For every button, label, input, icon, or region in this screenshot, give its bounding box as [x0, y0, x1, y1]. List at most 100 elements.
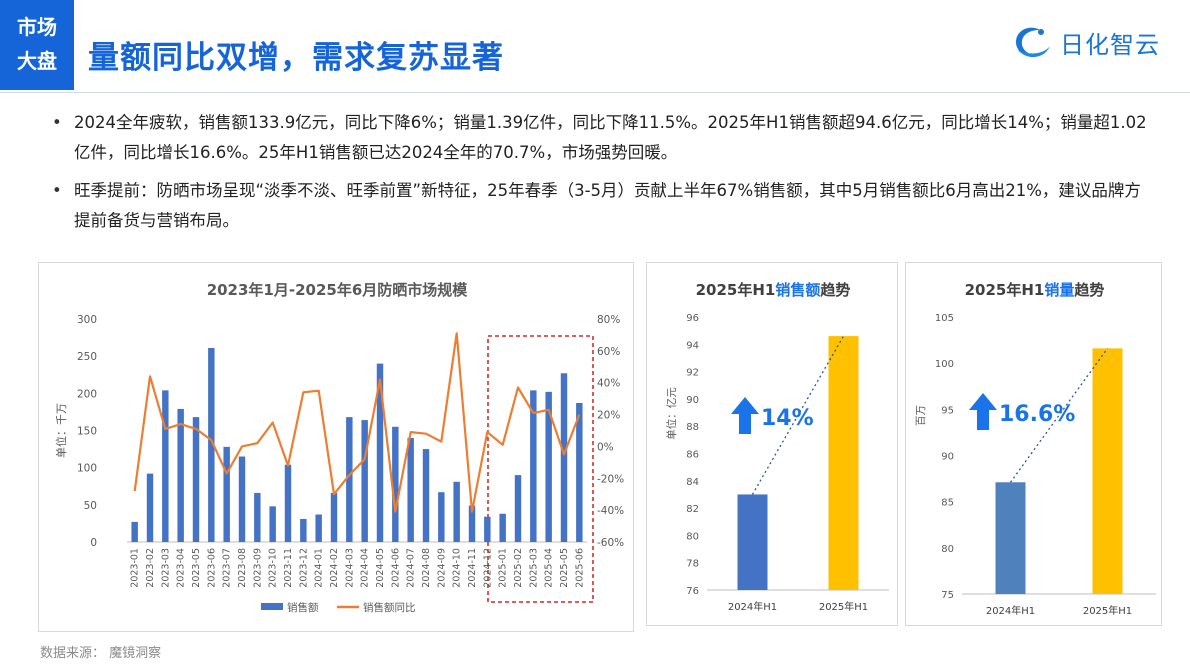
- x-tick-label: 2025-04: [544, 548, 555, 588]
- bar: [530, 390, 537, 542]
- bullet-text: 2024全年疲软，销售额133.9亿元，同比下降6%；销量1.39亿件，同比下降…: [74, 113, 1147, 162]
- y-tick-label: 78: [686, 559, 699, 570]
- line-series: [133, 332, 581, 513]
- growth-annotation: 16.6%: [999, 402, 1075, 427]
- bar: [828, 336, 859, 590]
- bar: [177, 408, 184, 542]
- y-tick-label: 92: [686, 368, 699, 379]
- x-tick-label: 2025-01: [498, 548, 509, 588]
- bullet-item: • 2024全年疲软，销售额133.9亿元，同比下降6%；销量1.39亿件，同比…: [52, 108, 1152, 168]
- x-tick-label: 2024年H1: [986, 604, 1035, 617]
- x-tick-label: 2024-03: [344, 548, 355, 588]
- bar: [346, 417, 353, 542]
- y-tick-label: 96: [686, 313, 699, 324]
- chart-title-part: 趋势: [820, 281, 850, 299]
- legend-label: 销售额: [287, 601, 319, 614]
- bar: [392, 426, 399, 542]
- bar: [514, 475, 522, 542]
- y2-tick-label: 0%: [597, 441, 614, 453]
- x-tick-label: 2023-08: [237, 548, 248, 588]
- bar: [737, 494, 768, 590]
- y-tick-label: 100: [77, 463, 97, 475]
- y-tick-label: 82: [686, 504, 699, 515]
- bar: [361, 420, 368, 542]
- bar: [131, 521, 138, 542]
- x-tick-label: 2023-07: [222, 548, 233, 588]
- brand-logo: 日化智云: [1010, 24, 1160, 60]
- x-tick-label: 2025年H1: [1083, 604, 1132, 617]
- x-tick-label: 2024-05: [375, 548, 386, 588]
- bar: [995, 482, 1026, 594]
- bar: [223, 446, 230, 542]
- y-tick-label: 75: [941, 590, 954, 601]
- x-tick-label: 2024-04: [360, 548, 371, 588]
- y-tick-label: 50: [84, 500, 97, 512]
- bar: [576, 402, 583, 542]
- bar: [545, 391, 552, 542]
- y-tick-label: 76: [686, 586, 699, 597]
- badge-line1: 市场: [17, 15, 57, 39]
- volume-trend-chart-panel: 2025年H1销量趋势 百万 75 80 85 90 95 100 105 2024年H1 2025…: [905, 262, 1162, 626]
- y-tick-label: 88: [686, 422, 699, 433]
- highlight-box: [487, 335, 594, 603]
- y2-tick-label: -20%: [597, 473, 624, 485]
- up-arrow-icon: [731, 397, 759, 434]
- y-tick-label: 86: [686, 450, 699, 461]
- y-tick-label: 200: [77, 388, 97, 400]
- x-tick-label: 2023-12: [298, 548, 309, 588]
- up-arrow-icon: [969, 393, 997, 430]
- bullet-text: 旺季提前：防晒市场呈现“淡季不淡、旺季前置”新特征，25年春季（3-5月）贡献上…: [74, 181, 1141, 230]
- bar: [284, 464, 292, 542]
- x-tick-label: 2024-08: [421, 548, 432, 588]
- bullet-dot: •: [52, 113, 62, 132]
- y2-tick-label: 20%: [597, 410, 620, 422]
- trend-line: [751, 335, 845, 495]
- bar: [192, 417, 200, 542]
- bar: [438, 492, 445, 542]
- bar: [499, 513, 506, 542]
- bar: [1092, 348, 1123, 594]
- x-tick-label: 2025-02: [513, 548, 524, 588]
- bar: [468, 505, 476, 542]
- y2-tick-label: -60%: [597, 537, 624, 549]
- y-tick-label: 80: [686, 531, 699, 542]
- y2-tick-label: 40%: [597, 378, 620, 390]
- chart-title: 2025年H1销售额趋势: [696, 281, 851, 299]
- y-tick-label: 0: [90, 537, 97, 549]
- x-tick-label: 2024-09: [436, 548, 447, 588]
- chart-title: 2023年1月-2025年6月防晒市场规模: [207, 281, 469, 299]
- growth-annotation: 14%: [761, 406, 814, 431]
- x-tick-label: 2024-12: [482, 548, 493, 588]
- x-tick-label: 2023-06: [206, 548, 217, 588]
- header-divider: [0, 92, 1190, 93]
- bar: [422, 449, 430, 542]
- y-axis-label: 百万: [915, 405, 927, 426]
- bar: [208, 347, 215, 542]
- legend-swatch-bar: [261, 603, 283, 610]
- x-tick-label: 2024-11: [467, 548, 478, 588]
- logo-icon: [1016, 27, 1050, 58]
- y2-tick-label: 80%: [597, 314, 620, 326]
- sales-trend-chart: 2025年H1销售额趋势单位：亿元76788082848688909294962…: [665, 281, 889, 613]
- sales-trend-chart-panel: 2025年H1销售额趋势 单位：亿元 76 78 80 82 84 86 88 90 92 94 96 2…: [646, 262, 898, 626]
- y2-tick-label: -40%: [597, 505, 624, 517]
- bar: [484, 516, 491, 542]
- x-tick-label: 2023-11: [283, 548, 294, 588]
- page-title: 量额同比双增，需求复苏显著: [88, 40, 504, 76]
- chart-title-part: 销售额: [775, 281, 820, 299]
- x-tick-label: 2023-02: [145, 548, 156, 588]
- chart-title-part: 2025年H1: [965, 281, 1045, 299]
- y-tick-label: 85: [941, 498, 954, 509]
- y-tick-label: 100: [935, 359, 954, 370]
- x-tick-label: 2024-07: [406, 548, 417, 588]
- y-tick-label: 250: [77, 351, 97, 363]
- y-tick-label: 90: [686, 395, 699, 406]
- section-badge: 市场 大盘: [0, 0, 74, 90]
- x-tick-label: 2025-05: [559, 548, 570, 588]
- bar: [269, 506, 276, 542]
- bar: [254, 492, 261, 542]
- y-tick-label: 150: [77, 426, 97, 438]
- y-axis-label: 单位：千万: [54, 403, 68, 458]
